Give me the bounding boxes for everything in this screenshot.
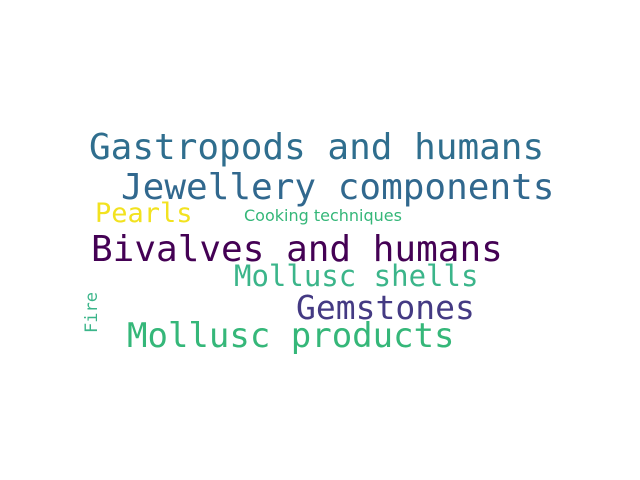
- word-fire: Fire: [82, 292, 102, 333]
- word-pearls: Pearls: [95, 198, 193, 229]
- word-mollusc-shells: Mollusc shells: [234, 259, 479, 293]
- word-gemstones: Gemstones: [296, 288, 475, 327]
- word-gastropods-and-humans: Gastropods and humans: [89, 127, 545, 168]
- word-jewellery-components: Jewellery components: [121, 167, 555, 208]
- word-bivalves-and-humans: Bivalves and humans: [91, 229, 503, 270]
- word-cooking-techniques: Cooking techniques: [244, 206, 402, 225]
- word-mollusc-products: Mollusc products: [127, 316, 455, 356]
